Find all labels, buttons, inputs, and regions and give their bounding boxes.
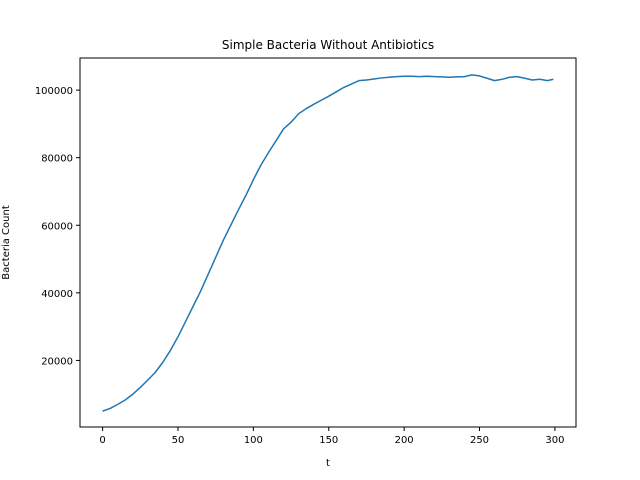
x-tick-label: 100 (244, 435, 263, 446)
x-tick-label: 200 (395, 435, 414, 446)
y-tick-label: 80000 (41, 154, 73, 165)
y-tick-label: 20000 (41, 356, 73, 367)
x-axis: 0 50 100 150 200 250 300 (99, 427, 564, 446)
y-axis-label: Bacteria Count (1, 205, 12, 280)
x-axis-label: t (326, 458, 330, 469)
x-tick-label: 250 (470, 435, 489, 446)
plot-frame (79, 57, 577, 428)
y-tick-label: 60000 (41, 221, 73, 232)
chart-title: Simple Bacteria Without Antibiotics (222, 38, 434, 52)
plot-marks (102, 74, 554, 412)
x-tick-label: 300 (545, 435, 564, 446)
y-axis: 20000 40000 60000 80000 100000 (35, 86, 80, 367)
x-tick-label: 50 (172, 435, 185, 446)
series-line-0 (102, 74, 554, 412)
y-tick-label: 100000 (35, 86, 73, 97)
y-tick-label: 40000 (41, 289, 73, 300)
x-tick-label: 0 (99, 435, 105, 446)
x-tick-label: 150 (319, 435, 338, 446)
